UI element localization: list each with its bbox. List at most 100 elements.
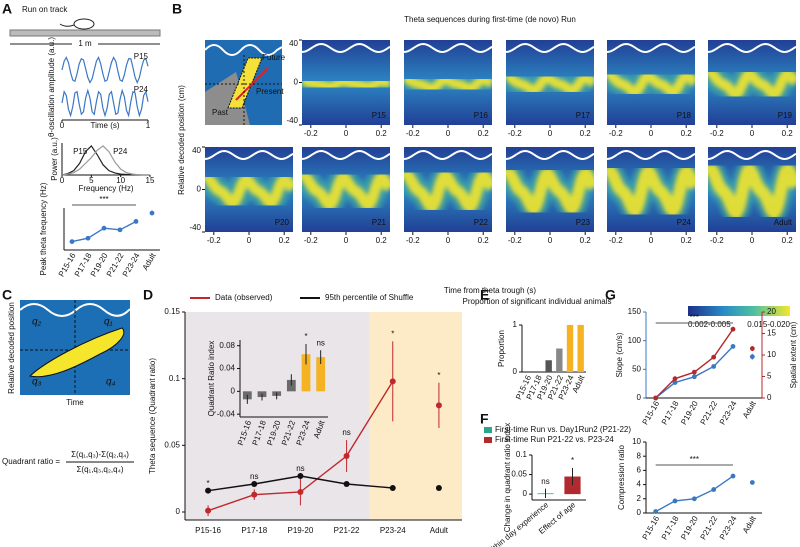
y-tick-label: 1 xyxy=(513,320,518,329)
x-tick-label: 0 xyxy=(649,129,654,138)
panel-label: P21 xyxy=(372,218,387,227)
bar xyxy=(564,476,581,495)
x-tick-label: Adult xyxy=(741,399,758,420)
x-tick-label: -0.2 xyxy=(508,129,522,138)
y-axis-label: Proportion xyxy=(497,330,506,367)
point xyxy=(101,225,107,231)
series-label: P15 xyxy=(134,52,149,61)
x-tick-label: -0.2 xyxy=(609,236,623,245)
y-tick-label: 0 xyxy=(523,489,528,498)
annotation: *** xyxy=(690,455,699,464)
panel-letter: D xyxy=(143,287,153,303)
point xyxy=(711,364,717,369)
annotation: ns xyxy=(541,477,549,486)
y-tick-label: 4 xyxy=(637,480,642,489)
x-tick-label: P17-18 xyxy=(660,399,681,426)
x-tick-label: 0.2 xyxy=(478,236,490,245)
x-tick-label: Within day experience xyxy=(484,500,551,547)
point xyxy=(205,487,212,494)
series-label: P24 xyxy=(113,147,128,156)
x-tick-label: P15-16 xyxy=(195,526,221,535)
annotation: * xyxy=(437,371,440,380)
point xyxy=(749,354,755,360)
inset-label: Present xyxy=(256,87,284,96)
track xyxy=(9,29,161,37)
y-tick-label: 50 xyxy=(632,364,641,373)
y-tick-label: 40 xyxy=(192,146,201,155)
track-label: Run on track xyxy=(22,5,68,14)
y-tick-label: 10 xyxy=(767,350,776,359)
x-tick-label: P17-18 xyxy=(241,526,267,535)
annotation: ns xyxy=(250,472,258,481)
x-tick-label: Adult xyxy=(141,251,158,272)
point xyxy=(711,487,717,492)
legend-label: First-time Run P21-22 vs. P23-24 xyxy=(495,435,614,444)
panel-label: P20 xyxy=(275,218,290,227)
x-tick-label: 0.2 xyxy=(782,129,794,138)
x-tick-label: 0 xyxy=(446,129,451,138)
point xyxy=(672,380,678,385)
y-axis-label: Theta sequence (Quadrant ratio) xyxy=(148,358,157,474)
formula-label: Quadrant ratio = xyxy=(2,457,60,466)
panel-label: P19 xyxy=(778,111,793,120)
x-tick-label: 0.2 xyxy=(279,236,291,245)
y-axis-label: Relative decoded position (cm) xyxy=(177,85,186,195)
x-tick-label: P19-20 xyxy=(679,399,700,426)
inset-label: Future xyxy=(262,53,286,62)
point xyxy=(69,239,75,245)
quadrant-label: q₂ xyxy=(32,317,42,328)
point xyxy=(251,491,258,498)
point xyxy=(251,481,258,487)
x-tick-label: Adult xyxy=(741,514,758,535)
annotation: *** xyxy=(690,313,699,322)
x-tick-label: 0.2 xyxy=(580,129,592,138)
axis-label: Relative decoded position xyxy=(7,302,16,394)
x-tick-label: P19-20 xyxy=(288,526,314,535)
band-core xyxy=(302,77,390,92)
theta-wave xyxy=(607,150,695,161)
y-tick-label: 6 xyxy=(637,466,642,475)
panel-label: P17 xyxy=(576,111,591,120)
x-tick-label: 0.2 xyxy=(782,236,794,245)
quadrant-label: q₁ xyxy=(104,317,113,328)
y-axis-label: Compression ratio xyxy=(617,444,626,509)
x-tick-label: 0 xyxy=(649,236,654,245)
x-tick-label: -0.2 xyxy=(304,129,318,138)
point xyxy=(691,374,697,380)
background-old xyxy=(369,312,462,520)
y-tick-label: 0 xyxy=(231,386,236,395)
y-tick-label: 0 xyxy=(176,507,181,516)
theta-wave xyxy=(708,43,796,54)
band-core xyxy=(607,164,695,219)
band-core xyxy=(506,73,594,96)
x-tick-label: P21-22 xyxy=(699,399,720,426)
panel-label: Adult xyxy=(774,218,793,227)
x-tick-label: 10 xyxy=(116,176,125,185)
background-young xyxy=(185,312,370,520)
x-tick-label: 0.2 xyxy=(376,236,388,245)
series-line xyxy=(71,220,137,243)
x-tick-label: P19-20 xyxy=(679,514,700,541)
point xyxy=(343,481,350,487)
panel-letter: G xyxy=(605,287,616,303)
annotation: ns xyxy=(342,428,350,437)
chart-title: Theta sequences during first-time (de no… xyxy=(404,15,576,24)
y-tick-label: 0 xyxy=(637,508,642,517)
point xyxy=(730,473,736,479)
y-tick-label: 150 xyxy=(628,307,642,316)
panel-letter: A xyxy=(2,1,12,17)
y-tick-label: 40 xyxy=(289,39,298,48)
y-tick-label: 0 xyxy=(294,78,299,87)
x-tick-label: -0.2 xyxy=(710,129,724,138)
band-core xyxy=(302,171,390,212)
panel-label: P18 xyxy=(677,111,692,120)
x-tick-label: 0 xyxy=(247,236,252,245)
x-tick-label: -0.2 xyxy=(406,236,420,245)
theta-wave xyxy=(302,43,390,54)
x-tick-label: 0.2 xyxy=(376,129,388,138)
point xyxy=(389,378,396,385)
y-axis-label: Slope (cm/s) xyxy=(615,332,624,377)
y-axis-label: θ-oscillation amplitude (a.u.) xyxy=(47,37,56,137)
point xyxy=(672,376,678,382)
x-tick-label: 0.2 xyxy=(478,129,490,138)
